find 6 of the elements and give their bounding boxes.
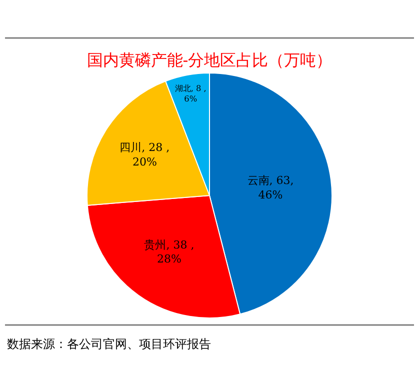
chart-title: 国内黄磷产能-分地区占比（万吨） bbox=[86, 50, 332, 70]
source-note: 数据来源：各公司官网、项目环评报告 bbox=[7, 337, 211, 351]
slice-label: 湖北, 8 , 6% bbox=[174, 82, 206, 104]
slice-label: 贵州, 38 , 28% bbox=[144, 238, 194, 266]
slice-label: 云南, 63, 46% bbox=[247, 174, 294, 202]
slice-label: 四川, 28 , 20% bbox=[120, 141, 170, 168]
